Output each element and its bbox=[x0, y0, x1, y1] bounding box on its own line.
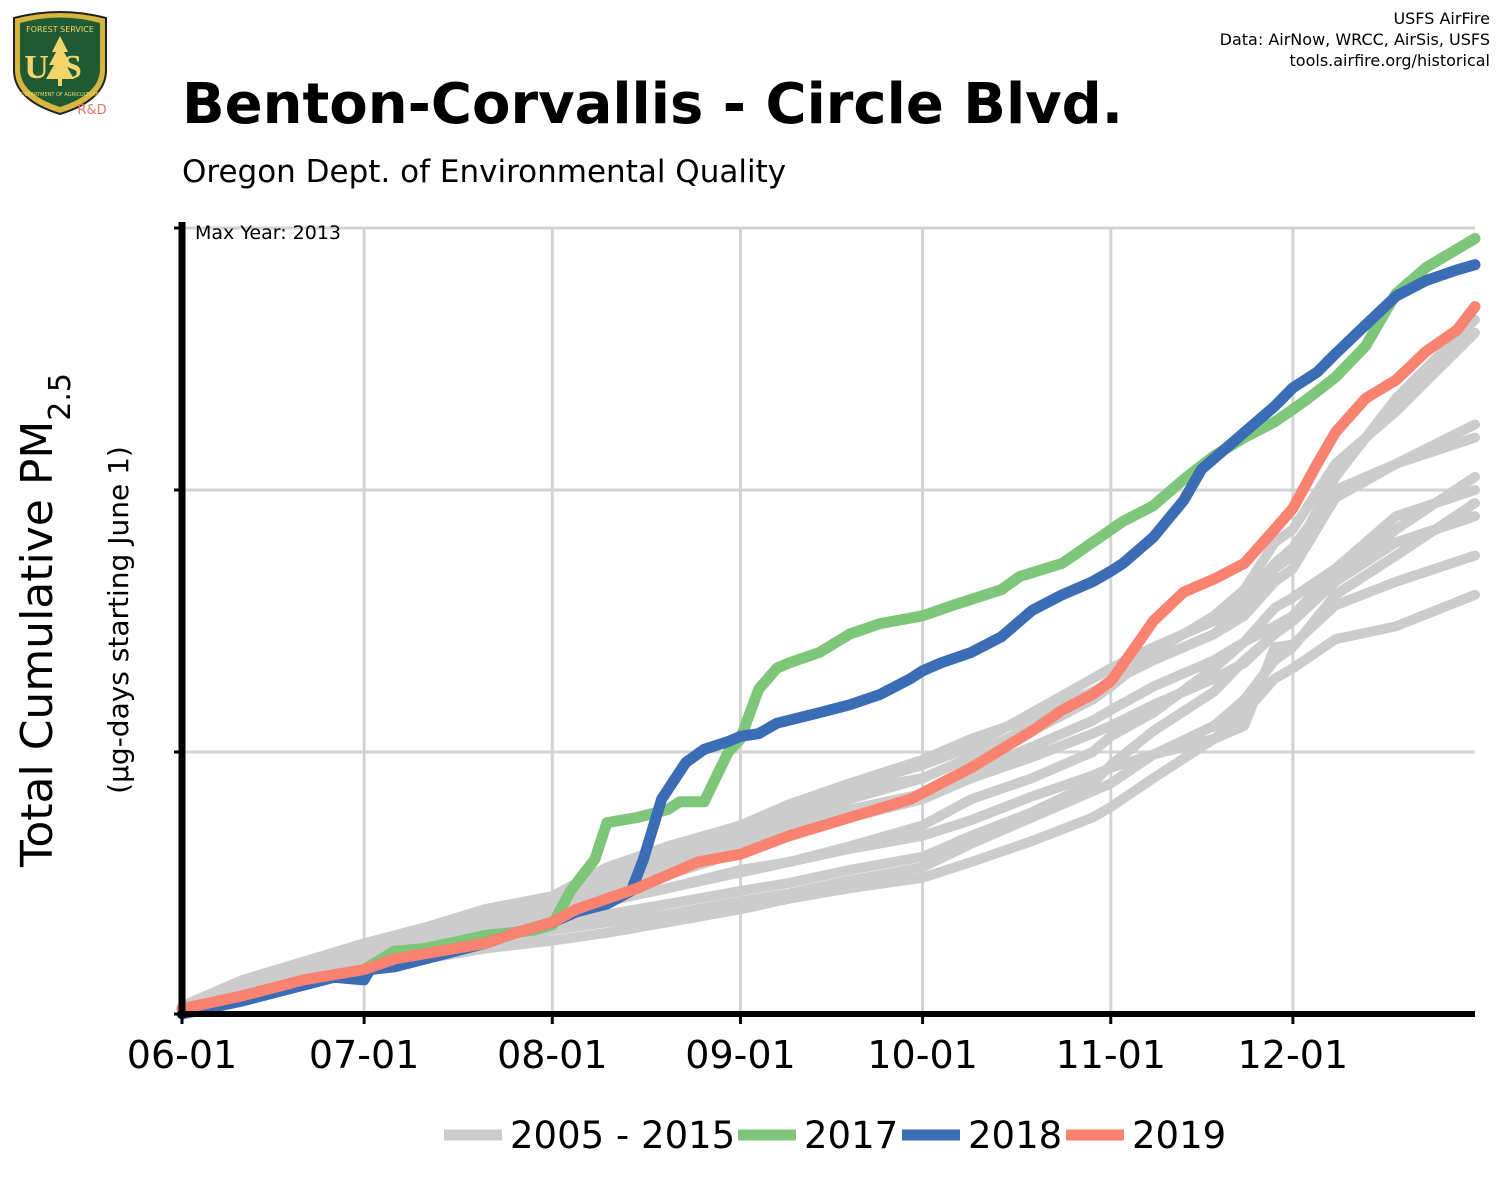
credit-line-3: tools.airfire.org/historical bbox=[1289, 51, 1490, 70]
logo-agency-bottom: DEPARTMENT OF AGRICULTURE bbox=[21, 92, 99, 98]
x-tick-label: 09-01 bbox=[685, 1033, 795, 1077]
series-line-historical bbox=[177, 471, 1480, 1014]
legend-label: 2018 bbox=[968, 1114, 1062, 1157]
x-tick-label: 08-01 bbox=[497, 1033, 607, 1077]
credits: USFS AirFire Data: AirNow, WRCC, AirSis,… bbox=[1220, 8, 1490, 71]
y-axis-label: Total Cumulative PM2.5 bbox=[12, 373, 78, 868]
x-tick-label: 11-01 bbox=[1056, 1033, 1166, 1077]
max-year-annotation: Max Year: 2013 bbox=[195, 222, 341, 244]
chart-subtitle: Oregon Dept. of Environmental Quality bbox=[182, 154, 787, 190]
series-line-historical bbox=[177, 511, 1480, 1014]
credit-line-1: USFS AirFire bbox=[1393, 9, 1490, 28]
grid bbox=[182, 226, 1475, 1014]
credit-line-2: Data: AirNow, WRCC, AirSis, USFS bbox=[1219, 30, 1490, 49]
x-tick-label: 07-01 bbox=[309, 1033, 419, 1077]
x-tick-label: 12-01 bbox=[1238, 1033, 1348, 1077]
forest-service-logo: US FOREST SERVICE DEPARTMENT OF AGRICULT… bbox=[13, 11, 107, 118]
series-line-2019 bbox=[176, 301, 1481, 1015]
x-tick-label: 06-01 bbox=[127, 1033, 237, 1077]
series bbox=[176, 233, 1481, 1020]
legend-label: 2005 - 2015 bbox=[510, 1114, 735, 1157]
x-tick-label: 10-01 bbox=[867, 1033, 977, 1077]
legend: 2005 - 2015 2017 2018 2019 bbox=[444, 1114, 1226, 1157]
series-line-historical bbox=[177, 511, 1480, 1014]
axes: 06-01 07-01 08-01 09-01 10-01 11-01 12-01 bbox=[127, 222, 1475, 1077]
logo-agency-top: FOREST SERVICE bbox=[26, 25, 94, 34]
series-line-historical bbox=[177, 327, 1480, 1012]
series-line-historical bbox=[177, 419, 1480, 1012]
logo-badge: R&D bbox=[77, 103, 106, 118]
legend-label: 2019 bbox=[1132, 1114, 1226, 1157]
legend-label: 2017 bbox=[804, 1114, 898, 1157]
y-axis-units: (µg-days starting June 1) bbox=[102, 446, 135, 794]
series-line-2018 bbox=[176, 259, 1481, 1020]
chart-title: Benton-Corvallis - Circle Blvd. bbox=[182, 72, 1124, 137]
